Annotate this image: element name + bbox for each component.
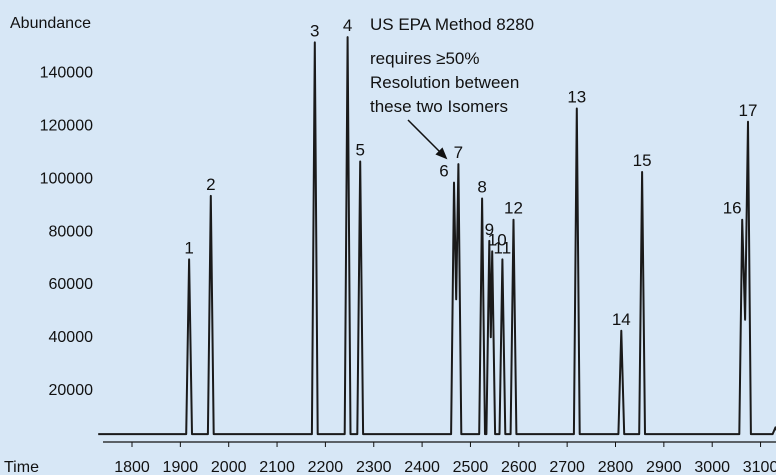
annotation-line-1: US EPA Method 8280 (370, 15, 534, 34)
x-tick-label: 2500 (453, 459, 489, 475)
annotation-arrow (407, 119, 448, 160)
peak-label-9: 9 (485, 220, 494, 239)
annotation-line-3: Resolution between (370, 73, 519, 92)
peak-label-8: 8 (477, 178, 486, 197)
peak-label-12: 12 (504, 199, 523, 218)
x-tick-label: 2700 (549, 459, 585, 475)
peak-label-4: 4 (343, 16, 352, 35)
y-tick-label: 140000 (40, 64, 93, 81)
peak-label-2: 2 (206, 175, 215, 194)
peak-label-3: 3 (310, 21, 319, 40)
x-tick-label: 1800 (114, 459, 150, 475)
y-tick-label: 20000 (49, 382, 94, 399)
peak-label-5: 5 (355, 140, 364, 159)
peak-label-1: 1 (184, 238, 193, 257)
x-tick-label: 2600 (501, 459, 537, 475)
annotation-line-2: requires ≥50% (370, 49, 480, 68)
x-tick-label: 2400 (404, 459, 440, 475)
annotation-line-4: these two Isomers (370, 97, 508, 116)
resolution-annotation: US EPA Method 8280 requires ≥50% Resolut… (370, 15, 534, 160)
x-tick-label: 2800 (598, 459, 634, 475)
x-tick-label: 2000 (211, 459, 247, 475)
peak-label-11: 11 (494, 238, 512, 257)
y-tick-label: 40000 (49, 329, 94, 346)
y-tick-group: 20000 40000 60000 80000 100000 120000 140000 (40, 64, 93, 399)
x-tick-label: 2900 (646, 459, 682, 475)
y-tick-label: 80000 (49, 223, 94, 240)
peak-label-13: 13 (567, 88, 586, 107)
peak-label-17: 17 (739, 101, 758, 120)
x-axis-title: Time (4, 459, 39, 475)
y-tick-label: 60000 (49, 276, 94, 293)
peak-label-15: 15 (633, 151, 652, 170)
x-tick-label: 1900 (163, 459, 199, 475)
x-tick-label: 3100 (743, 459, 776, 475)
x-tick-label: 3000 (694, 459, 730, 475)
y-tick-label: 120000 (40, 117, 93, 134)
x-tick-label: 2200 (308, 459, 344, 475)
peak-label-14: 14 (612, 310, 631, 329)
y-axis-title: Abundance (10, 15, 91, 32)
x-tick-group: 1800 1900 2000 2100 2200 2300 2400 2500 2600 2700… (114, 442, 776, 475)
x-tick-label: 2300 (356, 459, 392, 475)
chromatogram-trace (98, 36, 776, 436)
x-tick-label: 2100 (259, 459, 295, 475)
peak-label-16: 16 (723, 199, 742, 218)
peak-label-7: 7 (454, 143, 463, 162)
peak-label-6: 6 (439, 162, 448, 181)
peak-label-10: 10 (488, 230, 507, 249)
y-tick-label: 100000 (40, 170, 93, 187)
